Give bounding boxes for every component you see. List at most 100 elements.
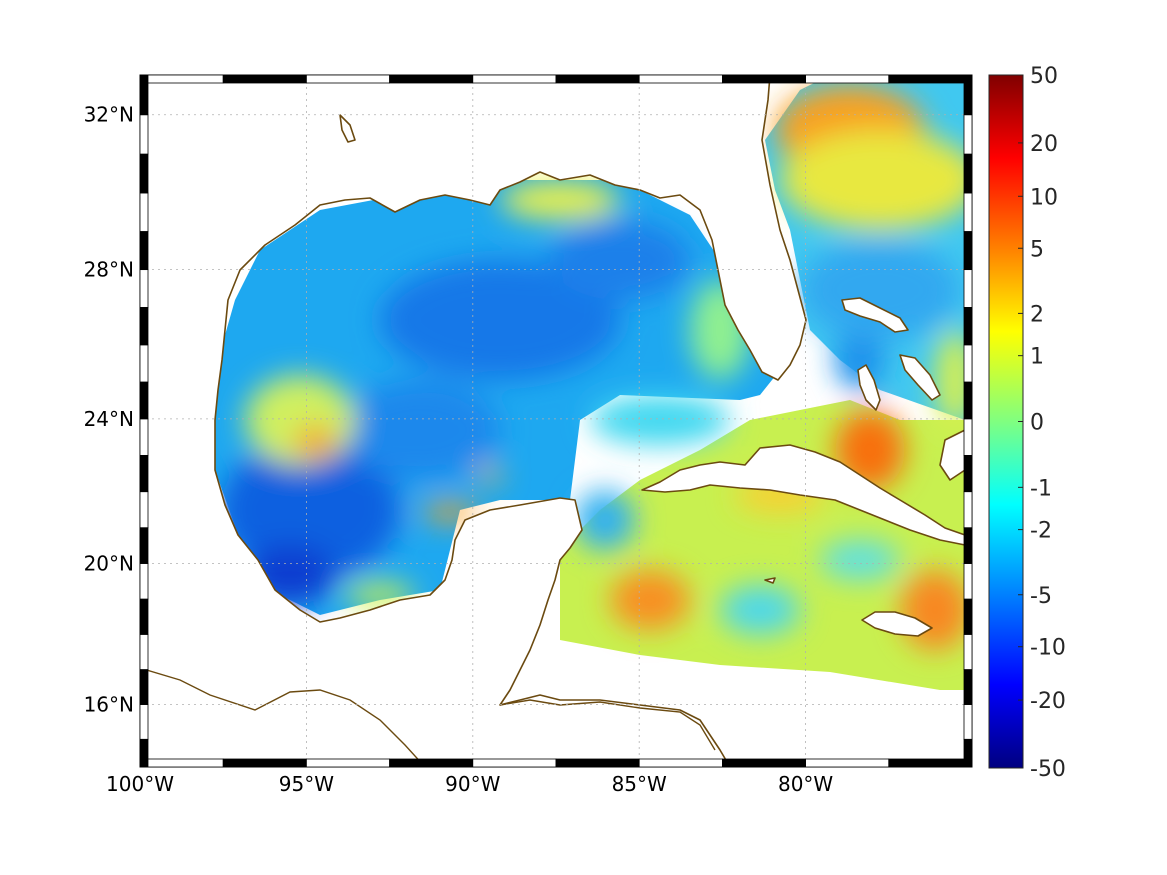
colorbar-tick-label: -20 xyxy=(1030,689,1066,714)
colorbar-tick-label: 20 xyxy=(1030,132,1058,157)
blob-carib-orange-west xyxy=(610,570,690,630)
frame-seg-top-4 xyxy=(472,74,557,84)
frame-seg-left-4 xyxy=(139,598,149,635)
lat-tick-label: 28°N xyxy=(84,258,134,282)
lon-tick-labels: 100°W 95°W 90°W 85°W 80°W xyxy=(106,772,833,796)
blob-carib-cyan xyxy=(720,585,800,635)
frame-seg-right-6 xyxy=(963,527,973,564)
frame-seg-left-7 xyxy=(139,491,149,529)
colorbar-tick-label: -2 xyxy=(1030,519,1052,544)
frame-seg-bottom-1 xyxy=(222,758,307,768)
colorbar-tick-label: -5 xyxy=(1030,584,1052,609)
coast-abaco xyxy=(841,297,909,333)
lon-tick-label: 80°W xyxy=(778,772,833,796)
frame-seg-bottom-4 xyxy=(472,758,557,768)
frame-seg-bottom-9 xyxy=(888,758,973,768)
frame-seg-right-4 xyxy=(963,598,973,635)
frame-seg-right-8 xyxy=(963,454,973,493)
frame-seg-left-15 xyxy=(139,192,149,232)
blob-central2-blue xyxy=(340,380,500,480)
coast-jamaica xyxy=(861,611,933,637)
frame-seg-right-16 xyxy=(963,153,973,194)
frame-seg-right-18 xyxy=(963,74,973,116)
colorbar-tick-label: 1 xyxy=(1030,345,1044,370)
coast-hispaniola xyxy=(939,429,966,481)
blob-carib-orange-east xyxy=(900,570,970,650)
frame-seg-left-16 xyxy=(139,153,149,194)
frame-seg-left-14 xyxy=(139,231,149,271)
frame-seg-right-9 xyxy=(963,418,973,456)
frame-seg-left-9 xyxy=(139,418,149,456)
colorbar-tick-label: -10 xyxy=(1030,636,1066,661)
coast-small-island xyxy=(339,114,356,143)
frame-seg-bottom-3 xyxy=(389,758,474,768)
lon-tick-label: 85°W xyxy=(612,772,667,796)
lon-tick-label: 90°W xyxy=(445,772,500,796)
frame-seg-left-2 xyxy=(139,669,149,705)
lat-tick-label: 20°N xyxy=(84,551,134,575)
frame-seg-top-7 xyxy=(722,74,807,84)
map-frame xyxy=(139,74,973,768)
blob-straits-cyan xyxy=(590,395,730,445)
frame-seg-bottom-5 xyxy=(555,758,640,768)
blob-gulf-small-orange xyxy=(478,467,502,483)
frame-seg-right-14 xyxy=(963,231,973,271)
coast-honduras xyxy=(499,699,716,751)
frame-seg-right-15 xyxy=(963,192,973,232)
frame-seg-top-5 xyxy=(555,74,640,84)
frame-seg-left-12 xyxy=(139,307,149,346)
colorbar-tick-label: -50 xyxy=(1030,757,1066,782)
colorbar-tick-label: 50 xyxy=(1030,64,1058,89)
blob-west-orange xyxy=(295,426,335,458)
frame-seg-left-17 xyxy=(139,114,149,155)
frame-seg-bottom-0 xyxy=(139,758,224,768)
colorbar-tick-label: 5 xyxy=(1030,237,1044,262)
colorbar-tick-label: 10 xyxy=(1030,185,1058,210)
frame-seg-right-1 xyxy=(963,704,973,740)
frame-seg-right-11 xyxy=(963,344,973,383)
coast-andros xyxy=(857,364,881,411)
frame-seg-bottom-7 xyxy=(722,758,807,768)
colorbar-tick-label: -1 xyxy=(1030,476,1052,501)
blob-north-yellow xyxy=(500,180,620,220)
blob-atlantic-east-yellow xyxy=(935,330,972,430)
frame-seg-right-2 xyxy=(963,669,973,705)
blob-carib-cyan2 xyxy=(820,540,900,580)
lat-tick-label: 24°N xyxy=(84,407,134,431)
frame-seg-right-12 xyxy=(963,307,973,346)
frame-seg-top-3 xyxy=(389,74,474,84)
frame-seg-left-11 xyxy=(139,344,149,383)
frame-seg-right-7 xyxy=(963,491,973,529)
blob-atlantic-blue xyxy=(800,240,960,340)
frame-seg-top-6 xyxy=(638,74,723,84)
frame-seg-left-18 xyxy=(139,74,149,116)
frame-seg-left-6 xyxy=(139,527,149,564)
colorbar-ramp xyxy=(988,74,1024,769)
coast-pacific xyxy=(140,667,426,767)
frame-seg-right-13 xyxy=(963,269,973,308)
frame-seg-right-5 xyxy=(963,563,973,600)
coast-cayman xyxy=(764,577,776,584)
frame-seg-top-2 xyxy=(305,74,390,84)
frame-seg-top-8 xyxy=(805,74,890,84)
frame-seg-left-13 xyxy=(139,269,149,308)
frame-seg-right-10 xyxy=(963,381,973,420)
blob-atlantic-yellow xyxy=(780,130,972,230)
blob-western-blue xyxy=(220,440,400,580)
frame-seg-bottom-6 xyxy=(638,758,723,768)
lat-tick-labels: 16°N 20°N 24°N 28°N 32°N xyxy=(84,103,134,717)
blob-bahamas-blue xyxy=(835,330,885,390)
frame-seg-right-17 xyxy=(963,114,973,155)
colorbar-tick-label: 2 xyxy=(1030,302,1044,327)
blob-central-blue xyxy=(380,260,620,380)
coast-cuba xyxy=(641,444,966,546)
frame-seg-right-0 xyxy=(963,738,973,768)
frame-seg-top-9 xyxy=(888,74,973,84)
blob-yucatan-cyan xyxy=(575,490,635,550)
graticule xyxy=(140,75,972,767)
lat-tick-label: 32°N xyxy=(84,103,134,127)
frame-seg-right-3 xyxy=(963,633,973,670)
